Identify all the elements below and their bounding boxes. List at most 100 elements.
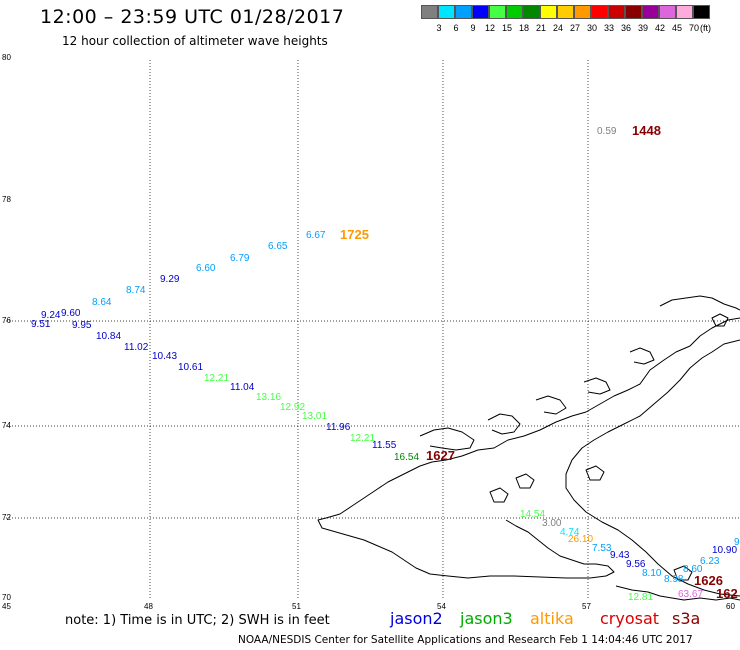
legend-swatch — [557, 5, 574, 19]
legend-label: 12 — [484, 23, 495, 33]
legend-label: 30 — [586, 23, 597, 33]
swh-label: 8.60 — [683, 564, 703, 575]
lat-tick: 80 — [2, 53, 11, 62]
coast-island-1 — [489, 487, 509, 503]
lon-tick: 60 — [726, 602, 735, 611]
swh-label: 7.53 — [592, 543, 612, 554]
swh-label: 4.74 — [560, 527, 580, 538]
swh-label: 8.98 — [664, 574, 684, 585]
lon-tick: 48 — [144, 602, 153, 611]
swh-label: 11.04 — [230, 382, 255, 393]
footnote: note: 1) Time is in UTC; 2) SWH is in fe… — [65, 613, 330, 628]
swh-label: 6.23 — [700, 556, 720, 567]
legend-label: 24 — [552, 23, 563, 33]
swh-label: 3.00 — [542, 518, 562, 529]
time-label: 162 — [716, 586, 738, 601]
swh-label: 12.21 — [204, 373, 229, 384]
legend-label: 45 — [671, 23, 682, 33]
credit-line: NOAA/NESDIS Center for Satellite Applica… — [238, 634, 693, 646]
coast-south — [615, 585, 740, 601]
legend-swatch — [540, 5, 557, 19]
swh-label: 8.10 — [642, 568, 662, 579]
coast-island-3 — [585, 465, 605, 481]
swh-label: 10.61 — [178, 362, 203, 373]
legend-swatch — [693, 5, 710, 19]
legend-label: 6 — [453, 23, 459, 33]
lon-tick: 45 — [2, 602, 11, 611]
lat-tick: 78 — [2, 195, 11, 204]
map-subtitle: 12 hour collection of altimeter wave hei… — [62, 34, 328, 48]
swh-label: 9.56 — [626, 559, 646, 570]
swh-label: 9.24 — [41, 310, 61, 321]
coast-main — [317, 317, 740, 579]
swh-label: 9.43 — [610, 550, 630, 561]
swh-label: 16.54 — [394, 452, 419, 463]
legend-label: 42 — [654, 23, 665, 33]
swh-label: 11.96 — [326, 422, 351, 433]
swh-label: 13.16 — [256, 392, 281, 403]
legend-label: 9 — [470, 23, 476, 33]
legend-label: 33 — [603, 23, 614, 33]
swh-label: 10.43 — [152, 351, 177, 362]
swh-label: 63.67 — [678, 589, 703, 600]
lat-tick: 72 — [2, 513, 11, 522]
legend-label: 27 — [569, 23, 580, 33]
coast-fjord-1 — [419, 427, 475, 451]
satellite-altika: altika — [530, 609, 574, 628]
coast-island-5 — [673, 565, 693, 581]
lon-tick: 51 — [292, 602, 301, 611]
swh-label: 8.64 — [92, 297, 112, 308]
legend-swatch — [472, 5, 489, 19]
swh-label: 26.10 — [568, 534, 593, 545]
legend-swatch — [438, 5, 455, 19]
time-label: 1626 — [694, 573, 723, 588]
legend-swatch — [642, 5, 659, 19]
swh-label: 12.21 — [350, 433, 375, 444]
swh-label: 6.79 — [230, 253, 250, 264]
legend-swatch — [608, 5, 625, 19]
legend-swatch — [676, 5, 693, 19]
coast-island-4 — [711, 313, 729, 327]
satellite-s3a: s3a — [672, 609, 701, 628]
legend-swatch — [523, 5, 540, 19]
swh-label: 6.67 — [306, 230, 326, 241]
lat-tick: 74 — [2, 421, 11, 430]
time-label: 1725 — [340, 227, 369, 242]
swh-label: 11.55 — [372, 440, 397, 451]
swh-label: 8.74 — [126, 285, 146, 296]
satellite-jason3: jason3 — [460, 609, 513, 628]
coast-island-2 — [515, 473, 535, 489]
legend-swatch — [506, 5, 523, 19]
satellite-jason2: jason2 — [390, 609, 443, 628]
swh-label: 12.81 — [628, 592, 653, 603]
coastline — [317, 295, 740, 601]
legend-swatch — [421, 5, 438, 19]
swh-label: 14.54 — [520, 509, 545, 520]
grid — [6, 60, 740, 600]
time-label: 1627 — [426, 448, 455, 463]
lon-tick: 54 — [437, 602, 446, 611]
legend-unit: (ft) — [700, 23, 711, 33]
map-title: 12:00 – 23:59 UTC 01/28/2017 — [40, 6, 345, 28]
lat-axis: 80 78 76 74 72 70 — [2, 53, 11, 602]
swh-label: 9.60 — [61, 308, 81, 319]
lat-tick: 76 — [2, 316, 11, 325]
legend-swatch — [455, 5, 472, 19]
swh-label: 9 — [734, 537, 740, 548]
coast-fjord-5 — [629, 347, 655, 365]
legend-label: 15 — [501, 23, 512, 33]
swh-label: 10.90 — [712, 545, 737, 556]
swh-label: 6.60 — [196, 263, 216, 274]
coast-east — [565, 339, 740, 597]
swh-label: 9.29 — [160, 274, 180, 285]
legend-swatch — [574, 5, 591, 19]
legend-label: 70 — [688, 23, 699, 33]
legend-swatch — [625, 5, 642, 19]
swh-label: 6.65 — [268, 241, 288, 252]
coast-fjord-2 — [487, 413, 521, 435]
legend-label: 39 — [637, 23, 648, 33]
legend-swatch — [489, 5, 506, 19]
lon-tick: 57 — [582, 602, 591, 611]
swh-label: 13.01 — [302, 411, 327, 422]
lon-axis: 45 48 51 54 57 60 — [2, 602, 735, 611]
